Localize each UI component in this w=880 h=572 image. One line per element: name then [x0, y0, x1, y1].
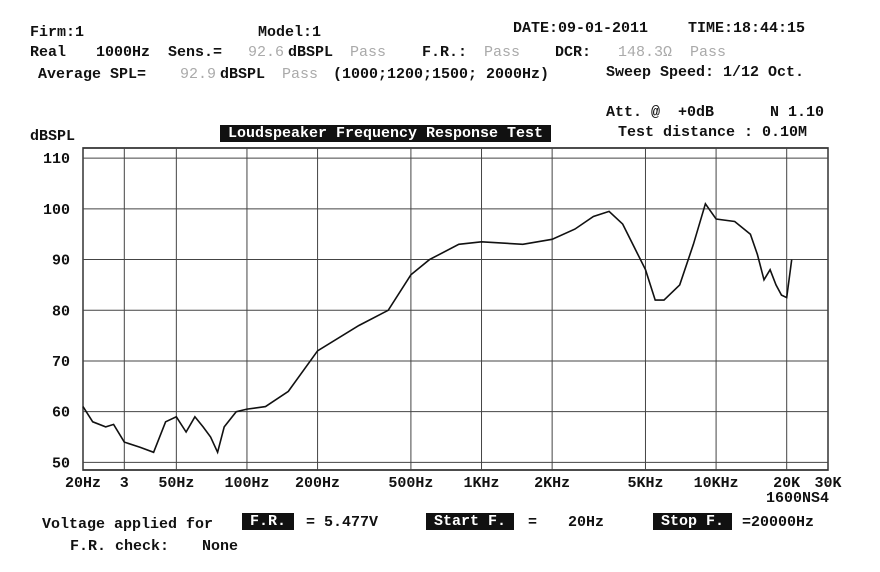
n-value: N 1.10 — [770, 104, 825, 121]
y-tick-label: 70 — [52, 354, 70, 371]
voltage-label: Voltage applied for — [42, 516, 214, 533]
avg-freqs: (1000;1200;1500; 2000Hz) — [333, 66, 550, 83]
y-tick-label: 90 — [52, 253, 70, 270]
x-tick-label: 30K — [814, 475, 841, 492]
sens-value: 92.6 — [248, 44, 285, 61]
x-tick-label: 100Hz — [224, 475, 269, 492]
model-code: 1600NS4 — [766, 490, 830, 507]
y-tick-label: 80 — [52, 303, 70, 320]
avg-label: Average SPL= — [38, 66, 147, 83]
x-tick-label: 2KHz — [534, 475, 570, 492]
firm: Firm:1 — [30, 24, 85, 41]
x-tick-label: 1KHz — [464, 475, 500, 492]
response-line — [82, 201, 793, 455]
fr-box: F.R. — [242, 513, 295, 530]
x-tick-label: 3 — [120, 475, 129, 492]
dcr-value: 148.3Ω — [618, 44, 673, 61]
real: Real — [30, 44, 67, 61]
x-tick-label: 5KHz — [627, 475, 663, 492]
sens-label: Sens.= — [168, 44, 223, 61]
y-tick-label: 50 — [52, 455, 70, 472]
x-tick-label: 500Hz — [388, 475, 433, 492]
sens-status: Pass — [350, 44, 387, 61]
start-value: 20Hz — [568, 514, 605, 531]
x-tick-label: 20K — [773, 475, 800, 492]
avg-value: 92.9 — [180, 66, 217, 83]
avg-unit: dBSPL — [220, 66, 266, 83]
x-tick-label: 50Hz — [158, 475, 194, 492]
y-tick-label: 100 — [43, 202, 70, 219]
check-label: F.R. check: — [70, 538, 170, 555]
sweep: Sweep Speed: 1/12 Oct. — [606, 64, 805, 81]
x-tick-label: 200Hz — [295, 475, 340, 492]
start-eq: = — [528, 514, 538, 531]
stop-value: =20000Hz — [742, 514, 815, 531]
y-label: dBSPL — [30, 128, 76, 145]
y-tick-label: 60 — [52, 405, 70, 422]
sens-unit: dBSPL — [288, 44, 334, 61]
att: Att. @ +0dB — [606, 104, 715, 121]
start-box: Start F. — [426, 513, 515, 530]
stop-box: Stop F. — [653, 513, 733, 530]
fr-status: Pass — [484, 44, 521, 61]
y-tick-label: 110 — [43, 151, 70, 168]
distance: Test distance : 0.10M — [618, 124, 808, 141]
real-freq: 1000Hz — [96, 44, 151, 61]
fr-label: F.R.: — [422, 44, 468, 61]
dcr-status: Pass — [690, 44, 727, 61]
model: Model:1 — [258, 24, 322, 41]
voltage-value: = 5.477V — [306, 514, 379, 531]
check-value: None — [202, 538, 239, 555]
chart-title: Loudspeaker Frequency Response Test — [220, 125, 552, 142]
x-tick-label: 10KHz — [694, 475, 739, 492]
dcr-label: DCR: — [555, 44, 592, 61]
x-tick-label: 20Hz — [65, 475, 101, 492]
date: DATE:09-01-2011 — [513, 20, 649, 37]
time: TIME:18:44:15 — [688, 20, 806, 37]
avg-status: Pass — [282, 66, 319, 83]
